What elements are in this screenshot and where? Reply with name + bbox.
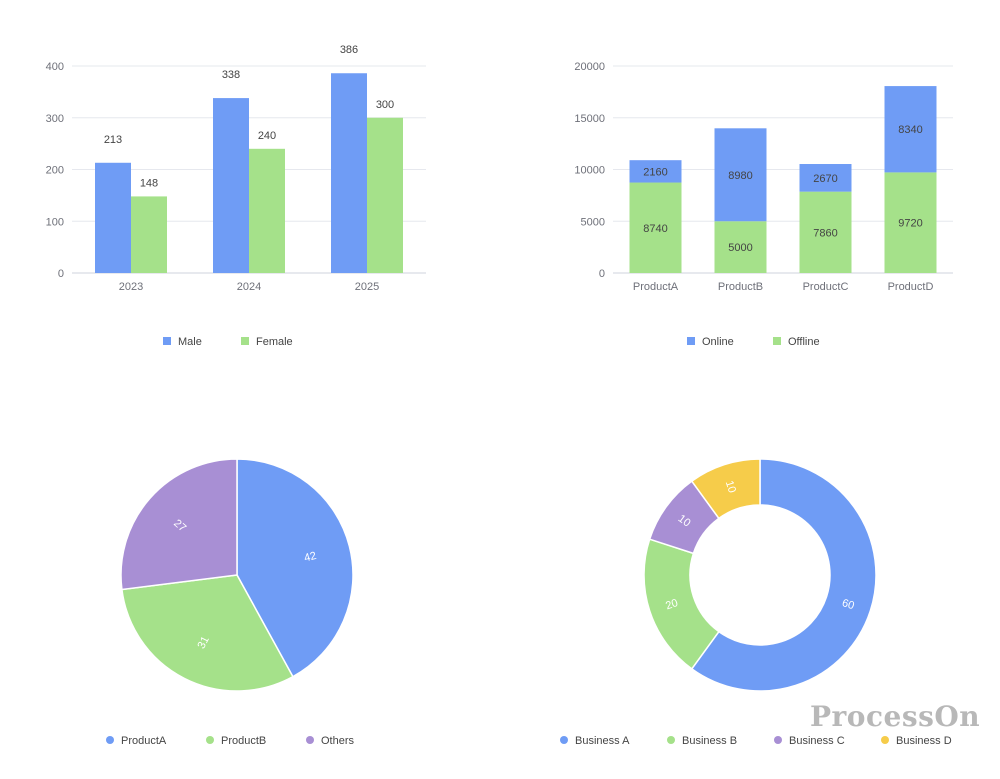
chart-1-legend[interactable]: Online Offline <box>687 336 820 348</box>
legend-label: Business B <box>682 735 737 747</box>
bar-segment[interactable] <box>884 172 937 273</box>
legend-swatch <box>163 337 171 345</box>
legend-label: Business A <box>575 735 630 747</box>
bar[interactable] <box>95 162 131 273</box>
data-label: 300 <box>376 99 394 111</box>
x-tick-label: 2023 <box>119 281 143 293</box>
pie-slice[interactable] <box>236 458 354 678</box>
chart-1-bars: 8740 2160 ProductA 5000 8980 ProductB 7860 2670… <box>629 86 937 293</box>
slice-label: 60 <box>840 597 855 612</box>
legend-label: Online <box>702 336 734 348</box>
legend-label: ProductB <box>221 735 266 747</box>
data-label: 213 <box>104 134 122 146</box>
legend-label: Male <box>178 336 202 348</box>
legend-swatch <box>773 337 781 345</box>
pie-slice[interactable] <box>690 458 877 692</box>
y-tick-label: 300 <box>46 113 64 125</box>
x-tick-label: ProductD <box>888 281 934 293</box>
chart-0-legend[interactable]: Male Female <box>163 336 293 348</box>
legend-item[interactable]: Male <box>163 336 202 348</box>
y-tick-label: 100 <box>46 216 64 228</box>
chart-3-donut: 60 20 10 10 <box>643 458 877 692</box>
data-label: 8740 <box>643 223 667 235</box>
processon-watermark: ProcessOn <box>810 700 981 733</box>
y-tick-label: 10000 <box>574 165 605 177</box>
data-label: 386 <box>340 44 358 56</box>
data-label: 9720 <box>898 218 922 230</box>
pie-slice[interactable] <box>690 458 761 520</box>
legend-item[interactable]: Business B <box>667 735 737 747</box>
legend-label: Female <box>256 336 293 348</box>
bar-segment[interactable] <box>629 160 682 183</box>
bar-segment[interactable] <box>799 191 852 273</box>
y-tick-label: 200 <box>46 165 64 177</box>
data-label: 148 <box>140 177 158 189</box>
legend-swatch <box>306 736 314 744</box>
bar-segment[interactable] <box>714 128 767 222</box>
slice-label: 20 <box>664 597 679 612</box>
data-label: 2670 <box>813 173 837 185</box>
legend-swatch <box>206 736 214 744</box>
legend-label: ProductA <box>121 735 167 747</box>
slice-label: 31 <box>196 634 212 650</box>
legend-item[interactable]: Female <box>241 336 293 348</box>
bar[interactable] <box>213 98 249 274</box>
legend-item[interactable]: Others <box>306 735 355 747</box>
y-tick-label: 0 <box>599 268 605 280</box>
chart-2-legend[interactable]: ProductA ProductB Others <box>106 735 355 747</box>
y-tick-label: 400 <box>46 61 64 73</box>
bar-segment[interactable] <box>629 182 682 273</box>
legend-item[interactable]: Offline <box>773 336 820 348</box>
legend-label: Business C <box>789 735 845 747</box>
data-label: 7860 <box>813 227 837 239</box>
y-tick-label: 0 <box>58 268 64 280</box>
pie-slice[interactable] <box>121 574 294 692</box>
bar-segment[interactable] <box>884 86 937 173</box>
chart-0-bars: 213 148 2023 338 240 2024 386 300 2025 <box>95 44 403 293</box>
bar[interactable] <box>249 148 285 273</box>
legend-swatch <box>774 736 782 744</box>
legend-item[interactable]: Business D <box>881 735 952 747</box>
bar[interactable] <box>367 117 403 273</box>
legend-item[interactable]: Online <box>687 336 734 348</box>
legend-swatch <box>881 736 889 744</box>
legend-label: Business D <box>896 735 952 747</box>
slice-label: 42 <box>303 550 318 565</box>
data-label: 240 <box>258 130 276 142</box>
legend-swatch <box>687 337 695 345</box>
bar-segment[interactable] <box>714 221 767 273</box>
legend-item[interactable]: ProductA <box>106 735 167 747</box>
bar-segment[interactable] <box>799 164 852 192</box>
legend-item[interactable]: Business C <box>774 735 845 747</box>
legend-swatch <box>667 736 675 744</box>
bar[interactable] <box>331 73 367 274</box>
legend-item[interactable]: Business A <box>560 735 630 747</box>
chart-3-legend[interactable]: Business A Business B Business C Business D <box>560 735 952 747</box>
x-tick-label: ProductC <box>803 281 849 293</box>
slice-label: 10 <box>723 479 738 494</box>
legend-label: Others <box>321 735 355 747</box>
y-tick-label: 5000 <box>581 216 605 228</box>
bar[interactable] <box>131 196 167 273</box>
data-label: 8340 <box>898 124 922 136</box>
legend-swatch <box>106 736 114 744</box>
legend-swatch <box>560 736 568 744</box>
y-tick-label: 15000 <box>574 113 605 125</box>
x-tick-label: 2025 <box>355 281 379 293</box>
legend-label: Offline <box>788 336 820 348</box>
y-tick-label: 20000 <box>574 61 605 73</box>
x-tick-label: 2024 <box>237 281 261 293</box>
data-label: 5000 <box>728 242 752 254</box>
pie-slice[interactable] <box>120 458 238 591</box>
legend-item[interactable]: ProductB <box>206 735 266 747</box>
slice-label: 10 <box>676 513 693 530</box>
data-label: 8980 <box>728 170 752 182</box>
legend-swatch <box>241 337 249 345</box>
x-tick-label: ProductB <box>718 281 763 293</box>
data-label: 338 <box>222 69 240 81</box>
data-label: 2160 <box>643 166 667 178</box>
x-tick-label: ProductA <box>633 281 679 293</box>
